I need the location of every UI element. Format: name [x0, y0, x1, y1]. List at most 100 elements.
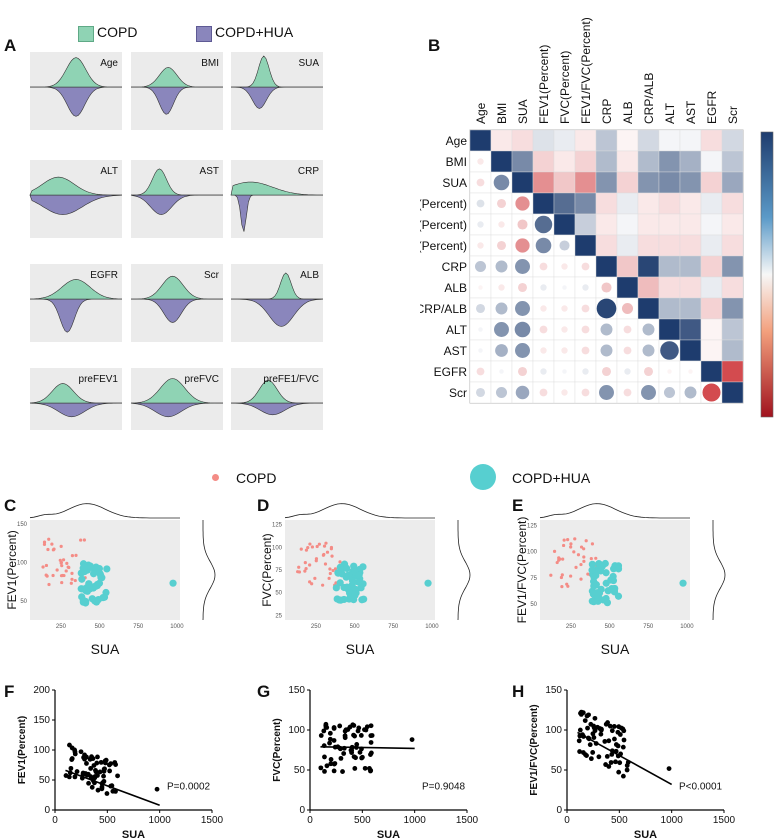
circle-7-2 [517, 282, 528, 293]
regression-h-point [592, 728, 598, 734]
scatter-e-xtick-1: 500 [605, 624, 616, 630]
scatter-e-hua-point [602, 569, 610, 577]
circle-8-4 [561, 305, 568, 312]
cell-4-7 [616, 213, 639, 236]
regression-f-point [66, 774, 72, 780]
regression-f-point [95, 754, 100, 760]
circle-2-1 [493, 174, 510, 191]
cell-3-10 [679, 192, 702, 215]
scatter-d-copd-point [297, 570, 302, 574]
density-copd-11 [231, 379, 323, 404]
circle-11-1 [499, 369, 504, 374]
circle-11-0 [476, 367, 485, 376]
regression-g-point [331, 725, 337, 730]
row-label-1: BMI [446, 155, 467, 169]
density-copd-0 [30, 57, 122, 88]
scatter-d-right-marginal [457, 520, 471, 621]
circle-1-0 [477, 158, 484, 165]
scatter-c-ylabel: FEV1(Percent) [5, 530, 19, 609]
regression-g-point [351, 754, 357, 760]
circle-7-4 [562, 285, 567, 290]
regression-h-point [584, 713, 590, 719]
regression-f-xtick-2: 1000 [149, 815, 172, 826]
regression-h-xtick-2: 1000 [661, 815, 684, 826]
cell-7-11 [700, 276, 723, 299]
regression-f-point [107, 768, 113, 774]
scatter-d-copd-point [328, 571, 332, 576]
regression-g-point [318, 733, 324, 738]
scatter-d-copd-point [317, 542, 321, 546]
circle-8-3 [540, 305, 547, 312]
regression-f-xtick-0: 0 [52, 815, 58, 826]
circle-12-7 [623, 388, 632, 397]
regression-h-point [577, 727, 583, 733]
scatter-c-hua-point [86, 562, 95, 570]
col-label-6: CRP [600, 99, 614, 124]
cell-8-11 [700, 297, 723, 320]
regression-g-point [356, 725, 362, 731]
cell-7-12 [721, 276, 744, 299]
regression-g-xtick-2: 1000 [404, 815, 427, 826]
circle-10-3 [540, 347, 547, 354]
regression-g-point [328, 757, 334, 762]
density-title-8: ALB [300, 270, 319, 281]
regression-h-point [624, 767, 630, 773]
cell-1-9 [658, 150, 681, 173]
regression-h-ylabel: FEV1/FVC(Percent) [529, 704, 540, 795]
scatter-d-xtick-1: 500 [350, 624, 361, 630]
scatter-e-hua-point [590, 582, 598, 590]
scatter-e-hua-point [603, 599, 612, 607]
circle-5-0 [477, 242, 484, 249]
cell-4-12 [721, 213, 744, 236]
circle-11-10 [688, 369, 693, 374]
circle-10-7 [623, 346, 632, 355]
scatter-c-hua-point [80, 563, 88, 572]
cell-2-2 [511, 171, 534, 194]
regression-g-fit-line [320, 746, 415, 750]
regression-g-point [368, 768, 373, 774]
scatter-c-hua-outlier [169, 579, 177, 587]
row-label-8: CRP/ALB [420, 302, 467, 316]
scatter-e-copd-point [582, 559, 586, 563]
circle-6-1 [495, 260, 508, 273]
scatter-e-ytick-1: 75 [530, 576, 537, 582]
cell-3-12 [721, 192, 744, 215]
regression-g-point [337, 723, 343, 729]
circle-12-4 [561, 389, 568, 396]
cell-3-3 [532, 192, 555, 215]
regression-g-point [342, 735, 348, 741]
cell-9-12 [721, 318, 744, 341]
scatter-c-copd-point [45, 574, 49, 578]
circle-9-4 [561, 326, 568, 333]
cell-8-8 [637, 297, 660, 320]
scatter-d-xtick-0: 250 [311, 624, 322, 630]
circle-12-8 [641, 385, 656, 400]
circle-12-2 [515, 385, 530, 400]
circle-11-5 [582, 368, 589, 375]
circle-9-8 [642, 323, 655, 336]
circle-2-0 [476, 178, 485, 187]
scatter-c-copd-point [73, 578, 77, 583]
cell-1-12 [721, 150, 744, 173]
scatter-d-hua-point [357, 584, 365, 592]
scatter-c-xtick-1: 500 [95, 624, 106, 630]
circle-10-8 [642, 344, 655, 357]
density-title-10: preFVC [185, 374, 219, 385]
density-title-4: AST [200, 166, 219, 177]
cell-5-11 [700, 234, 723, 257]
scatter-e-copd-point [566, 538, 570, 542]
cell-12-12 [721, 381, 744, 404]
regression-h-point [591, 735, 597, 740]
regression-g-ylabel: FVC(Percent) [272, 718, 283, 781]
scatter-e-hua-point [614, 592, 623, 600]
circle-8-0 [475, 303, 486, 314]
regression-h-point [596, 754, 602, 760]
circle-4-3 [534, 215, 553, 234]
circle-10-2 [515, 343, 530, 358]
circle-12-3 [539, 388, 548, 397]
regression-f-ytick-4: 200 [33, 685, 50, 696]
cell-8-12 [721, 297, 744, 320]
circle-9-3 [539, 325, 548, 334]
scatter-d-hua-point [335, 596, 343, 604]
cell-0-9 [658, 129, 681, 152]
